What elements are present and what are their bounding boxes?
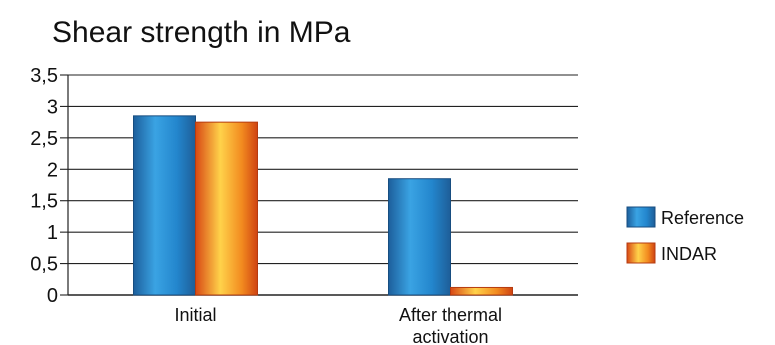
- bar-reference-2: [388, 178, 451, 296]
- y-tick-label: 0: [47, 285, 58, 307]
- x-category-label: Initial: [174, 305, 216, 325]
- y-tick-label: 2: [47, 159, 58, 181]
- y-axis-ticks: 0 0,5 1 1,5 2 2,5 3 3,5: [30, 65, 68, 307]
- legend-label-indar: INDAR: [661, 244, 717, 264]
- y-tick-label: 1: [47, 222, 58, 244]
- legend-swatch-indar: [626, 242, 656, 264]
- y-tick-label: 1,5: [30, 191, 58, 213]
- x-category-label: activation: [412, 327, 488, 345]
- y-tick-label: 3,5: [30, 65, 58, 87]
- y-tick-label: 0,5: [30, 254, 58, 276]
- bar-reference-1: [133, 115, 196, 296]
- x-axis-labels: Initial After thermal activation: [174, 305, 502, 345]
- legend: Reference INDAR: [626, 206, 744, 264]
- bar-marks: [133, 115, 513, 296]
- bar-indar-1: [195, 121, 258, 296]
- y-tick-label: 2,5: [30, 128, 58, 150]
- legend-label-reference: Reference: [661, 208, 744, 228]
- y-tick-label: 3: [47, 96, 58, 118]
- x-category-label: After thermal: [399, 305, 502, 325]
- bar-indar-2: [450, 286, 513, 296]
- legend-swatch-reference: [626, 206, 656, 228]
- chart-title: Shear strength in MPa: [52, 16, 351, 49]
